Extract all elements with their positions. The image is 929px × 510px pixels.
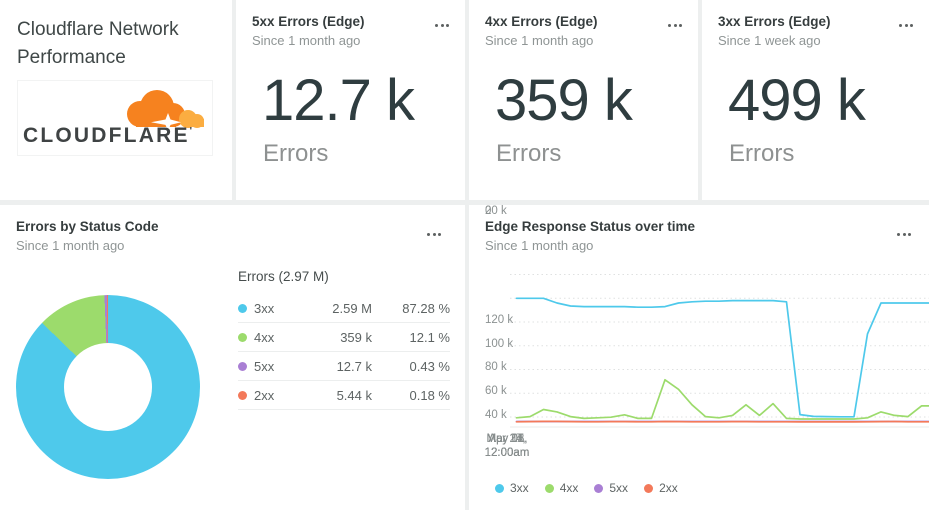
legend-item-4xx[interactable]: 4xx bbox=[544, 481, 579, 495]
row-percent: 0.43 % bbox=[409, 358, 450, 374]
legend-dot bbox=[644, 483, 654, 493]
legend-label: 5xx bbox=[609, 481, 629, 495]
table-row[interactable]: 3xx 2.59 M 87.28 % bbox=[238, 294, 450, 323]
cloudflare-wordmark: CLOUDFLARE' bbox=[23, 124, 195, 147]
row-value: 359 k bbox=[340, 329, 372, 345]
card-title: 5xx Errors (Edge) bbox=[252, 14, 365, 29]
cloudflare-logo: CLOUDFLARE' bbox=[17, 80, 213, 156]
chart-legend: 3xx 4xx 5xx 2xx bbox=[495, 481, 678, 495]
metric-unit: Errors bbox=[263, 140, 329, 167]
metric-card-3xx: 3xx Errors (Edge) Since 1 week ago 499 k… bbox=[702, 0, 929, 200]
legend-item-3xx[interactable]: 3xx bbox=[495, 481, 529, 495]
more-options-icon[interactable] bbox=[899, 22, 913, 28]
legend-table: Errors (2.97 M) 3xx 2.59 M 87.28 % 4xx 3… bbox=[238, 269, 450, 410]
card-subtitle: Since 1 month ago bbox=[252, 33, 361, 48]
row-label: 2xx bbox=[254, 387, 275, 403]
row-value: 2.59 M bbox=[332, 300, 372, 316]
card-title: 4xx Errors (Edge) bbox=[485, 14, 598, 29]
table-row[interactable]: 4xx 359 k 12.1 % bbox=[238, 323, 450, 352]
row-label: 3xx bbox=[254, 300, 275, 316]
table-header: Errors (2.97 M) bbox=[238, 269, 329, 284]
row-label: 5xx bbox=[254, 358, 275, 374]
metric-card-4xx: 4xx Errors (Edge) Since 1 month ago 359 … bbox=[469, 0, 698, 200]
x-axis-label: Apr 17, 12:00am bbox=[484, 433, 530, 459]
row-percent: 0.18 % bbox=[409, 387, 450, 403]
legend-label: 4xx bbox=[559, 481, 579, 495]
series-dot bbox=[238, 361, 247, 371]
more-options-icon[interactable] bbox=[897, 231, 911, 237]
donut-hole bbox=[64, 343, 152, 431]
legend-label: 3xx bbox=[510, 481, 529, 495]
x-axis-label: May 15, 12:00am bbox=[484, 433, 530, 459]
row-percent: 12.1 % bbox=[409, 329, 450, 345]
line-chart-card: Edge Response Status over time Since 1 m… bbox=[469, 205, 929, 510]
card-subtitle: Since 1 month ago bbox=[485, 238, 594, 253]
y-axis-label: 20 k bbox=[485, 205, 507, 217]
legend-dot bbox=[594, 483, 604, 493]
dashboard-title-card: Cloudflare Network Performance CLOUDFLAR… bbox=[0, 0, 232, 200]
wordmark-trademark: ' bbox=[189, 126, 195, 137]
legend-dot bbox=[544, 483, 554, 493]
metric-unit: Errors bbox=[729, 140, 795, 167]
legend-item-2xx[interactable]: 2xx bbox=[644, 481, 678, 495]
cloudflare-cloud-icon bbox=[127, 90, 204, 131]
series-dot bbox=[238, 332, 247, 342]
row-label: 4xx bbox=[254, 329, 275, 345]
x-axis-label: May 01, 12:00am bbox=[484, 433, 530, 459]
metric-value: 499 k bbox=[728, 68, 866, 133]
y-axis-label: 100 k bbox=[485, 338, 514, 350]
y-axis-label: 120 k bbox=[485, 314, 514, 326]
pie-chart-card: Errors by Status Code Since 1 month ago … bbox=[0, 205, 465, 510]
card-subtitle: Since 1 month ago bbox=[16, 238, 125, 253]
card-title: 3xx Errors (Edge) bbox=[718, 14, 831, 29]
card-title: Errors by Status Code bbox=[16, 219, 159, 234]
more-options-icon[interactable] bbox=[427, 231, 441, 237]
card-subtitle: Since 1 month ago bbox=[485, 33, 594, 48]
series-dot bbox=[238, 390, 247, 400]
row-value: 12.7 k bbox=[336, 358, 372, 374]
series-dot bbox=[238, 303, 247, 313]
legend-label: 2xx bbox=[659, 481, 678, 495]
table-row[interactable]: 5xx 12.7 k 0.43 % bbox=[238, 352, 450, 381]
y-axis-label: 40 k bbox=[485, 409, 507, 421]
y-axis-label: 80 k bbox=[485, 361, 507, 373]
y-axis-label: 60 k bbox=[485, 385, 507, 397]
metric-card-5xx: 5xx Errors (Edge) Since 1 month ago 12.7… bbox=[236, 0, 465, 200]
page-title: Cloudflare Network Performance bbox=[17, 19, 179, 68]
card-subtitle: Since 1 week ago bbox=[718, 33, 821, 48]
legend-item-5xx[interactable]: 5xx bbox=[594, 481, 628, 495]
metric-value: 12.7 k bbox=[262, 68, 415, 133]
x-axis-label: Apr 24, 12:00am bbox=[484, 433, 530, 459]
legend-dot bbox=[495, 483, 504, 493]
more-options-icon[interactable] bbox=[435, 22, 449, 28]
metric-unit: Errors bbox=[496, 140, 562, 167]
row-value: 5.44 k bbox=[336, 387, 372, 403]
donut-chart[interactable] bbox=[16, 295, 200, 479]
x-axis-label: May 08, 12:00am bbox=[484, 433, 530, 459]
row-percent: 87.28 % bbox=[402, 300, 450, 316]
line-chart-svg[interactable] bbox=[469, 265, 929, 435]
more-options-icon[interactable] bbox=[668, 22, 682, 28]
y-axis-label: 0 bbox=[485, 205, 492, 217]
metric-value: 359 k bbox=[495, 68, 633, 133]
table-row[interactable]: 2xx 5.44 k 0.18 % bbox=[238, 381, 450, 410]
card-title: Edge Response Status over time bbox=[485, 219, 696, 234]
